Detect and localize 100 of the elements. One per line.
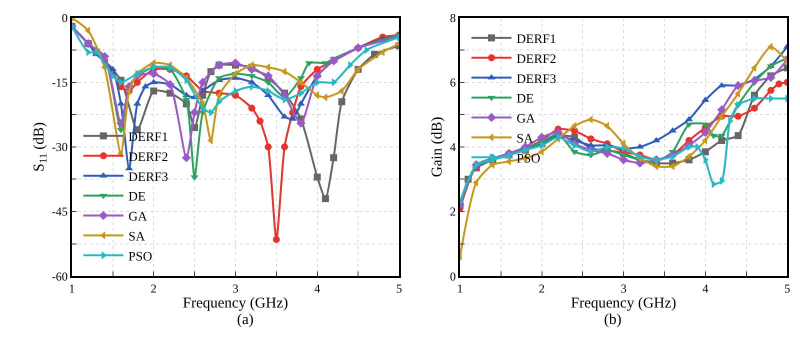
point [248, 61, 254, 70]
x-tick-label: 5 [396, 281, 402, 296]
point [702, 148, 709, 156]
point [314, 174, 321, 181]
point [767, 42, 773, 51]
point [190, 108, 200, 118]
point [100, 52, 110, 62]
legend-label: DE [516, 90, 534, 106]
point [116, 100, 125, 106]
point [281, 143, 288, 150]
point [767, 86, 774, 94]
point [116, 128, 125, 134]
y-tick-label: 0 [62, 10, 68, 25]
y-tick-label: 0 [450, 269, 456, 284]
point [266, 86, 272, 95]
y-tick-label: 4 [450, 140, 456, 154]
point [200, 104, 206, 112]
point [330, 154, 338, 162]
point [264, 143, 272, 150]
point [182, 153, 191, 162]
point [734, 81, 743, 90]
point [312, 71, 322, 80]
point [182, 98, 190, 104]
point [776, 80, 783, 88]
point [338, 98, 346, 106]
point [766, 72, 776, 82]
point [133, 100, 142, 106]
x-tick-label: 1 [68, 281, 75, 296]
y-tick-label: -15 [52, 76, 68, 90]
point [297, 78, 303, 86]
x-tick-label: 3 [620, 281, 627, 296]
point [282, 96, 288, 104]
text: (a) [237, 312, 254, 328]
point [619, 155, 628, 164]
legend-label: SA [128, 228, 146, 244]
x-tick-label: 3 [232, 281, 238, 296]
y-axis-title: Gain (dB) [430, 116, 446, 178]
point [322, 93, 328, 102]
point [150, 87, 158, 94]
point [322, 195, 329, 202]
legend-label: DE [128, 188, 146, 204]
point [750, 64, 756, 72]
point [712, 180, 718, 188]
y-tick-label: 6 [450, 76, 456, 90]
point [314, 91, 320, 100]
x-tick-label: 1 [456, 281, 463, 296]
point [652, 162, 658, 170]
point [734, 112, 742, 120]
point [280, 113, 289, 119]
point [86, 48, 92, 56]
point [652, 136, 660, 142]
point [116, 118, 126, 128]
legend-label: PSO [128, 248, 152, 264]
point [230, 58, 240, 68]
point [256, 118, 264, 125]
legend-label: DERF1 [516, 30, 556, 46]
x-tick-label: 2 [538, 281, 545, 296]
point [149, 69, 158, 78]
point [622, 144, 628, 153]
point [636, 143, 644, 149]
y-tick-label: -45 [52, 204, 68, 219]
point [134, 78, 141, 86]
legend-label: GA [516, 110, 536, 126]
point [750, 76, 760, 86]
x-tick-label: 4 [314, 281, 320, 296]
point [734, 132, 742, 140]
point [296, 100, 305, 106]
point [332, 78, 338, 86]
point [687, 142, 693, 151]
y-tick-label: 2 [450, 204, 456, 219]
point [125, 164, 134, 170]
point [338, 86, 344, 95]
point [296, 118, 306, 128]
point [587, 135, 594, 142]
point [750, 104, 758, 112]
point [190, 175, 199, 181]
point [288, 115, 297, 121]
y-tick-label: 8 [450, 10, 456, 25]
point [165, 80, 175, 90]
point [695, 142, 701, 151]
point [248, 104, 256, 112]
x-axis-title: Frequency (GHz) [570, 295, 676, 312]
point [537, 132, 546, 142]
legend-label: GA [128, 208, 148, 224]
point [232, 70, 238, 78]
legend-label: DERF3 [128, 168, 168, 184]
y-tick-label: -60 [52, 269, 68, 284]
point [718, 136, 726, 144]
point [700, 128, 710, 137]
point [670, 152, 676, 161]
point [720, 176, 726, 185]
point [272, 236, 280, 243]
x-tick-label: 5 [784, 281, 790, 296]
point [152, 63, 158, 72]
point [472, 178, 478, 186]
y-tick-label: -30 [52, 140, 68, 154]
point [538, 148, 544, 156]
point [198, 78, 208, 87]
x-tick-label: 2 [150, 281, 157, 296]
legend-label: SA [516, 130, 534, 146]
